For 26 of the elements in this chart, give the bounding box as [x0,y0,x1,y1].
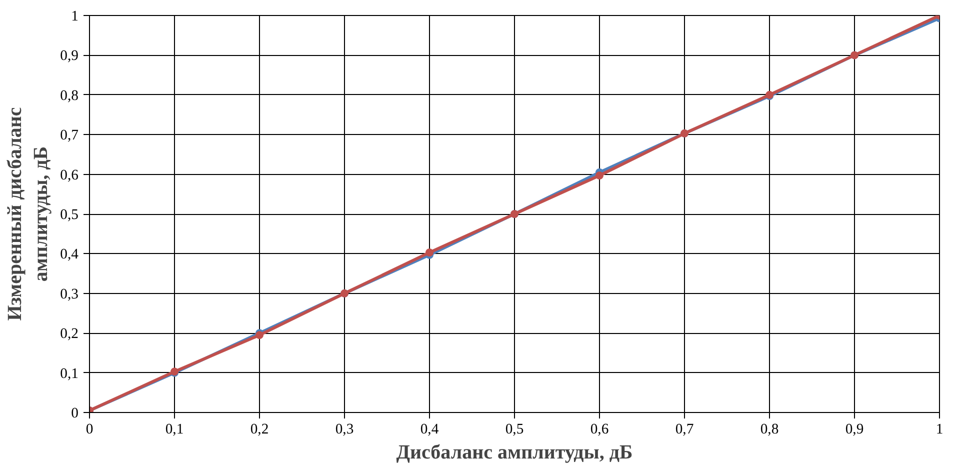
y-tick-label: 1 [71,8,78,24]
y-tick-label: 0,4 [60,246,80,263]
point [426,248,434,256]
x-tick-label: 1 [936,422,944,438]
x-tick-label: 0 [86,422,94,438]
x-tick-label: 0,7 [675,422,694,438]
y-tick-label: 0,9 [60,48,79,64]
x-tick-label: 0,2 [250,422,269,438]
x-tick-label: 0,5 [505,422,524,438]
x-tick-label: 0,6 [590,422,609,438]
x-axis-title: Дисбаланс амплитуды, дБ [396,442,633,464]
y-tick-label: 0 [71,406,78,422]
x-tick-label: 0,1 [165,422,184,438]
y-tick-label: 0,7 [60,128,79,144]
x-tick-label: 0,9 [845,422,864,438]
y-tick-label: 0,3 [60,286,79,302]
y-tick-label: 0,5 [60,207,79,223]
y-axis-title: Измеренный дисбаланс амплитуды, дБ [4,107,52,321]
y-tick-label: 0,8 [60,88,79,104]
y-tick-label: 0,6 [60,167,79,184]
y-tick-label: 0,1 [60,366,79,382]
x-tick-label: 0,4 [420,422,440,438]
y-tick-label: 0,2 [60,326,79,342]
x-tick-label: 0,3 [335,422,354,438]
point [596,172,604,180]
x-tick-label: 0,8 [760,422,779,438]
